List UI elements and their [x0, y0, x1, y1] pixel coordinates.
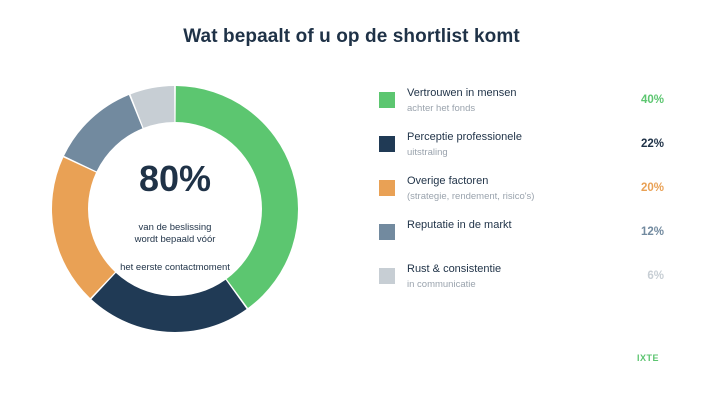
donut-slice — [51, 157, 116, 299]
legend-swatch — [379, 224, 395, 240]
legend-label: Overige factoren — [407, 175, 489, 187]
center-value: 80% — [138, 158, 212, 199]
legend-item: Rust & consistentie in communicatie 6% — [379, 261, 664, 305]
legend-swatch — [379, 136, 395, 152]
legend-item: Perceptie professionele uitstraling 22% — [379, 129, 664, 173]
legend-percentage: 12% — [640, 226, 664, 238]
legend-label: Vertrouwen in mensen — [407, 87, 517, 99]
legend-label: Reputatie in de markt — [407, 219, 512, 231]
legend-item: Overige factoren (strategie, rendement, … — [379, 173, 664, 217]
chart-title: Wat bepaalt of u op de shortlist komt — [183, 26, 520, 47]
brand-logo: IXTE — [637, 353, 660, 363]
donut-slice — [130, 86, 175, 128]
legend-swatch — [379, 180, 395, 196]
legend-sublabel: in communicatie — [407, 279, 476, 290]
legend-sublabel: (strategie, rendement, risico's) — [407, 191, 535, 202]
legend-swatch — [379, 268, 395, 284]
legend-label: Perceptie professionele — [407, 131, 522, 143]
legend-sublabel: uitstraling — [407, 147, 448, 158]
legend-item: Vertrouwen in mensen achter het fonds 40… — [379, 85, 664, 129]
center-subtitle-line-1: van de beslissing — [138, 222, 212, 233]
legend-percentage: 40% — [640, 94, 664, 106]
legend-sublabel: achter het fonds — [407, 103, 476, 114]
legend: Vertrouwen in mensen achter het fonds 40… — [379, 85, 664, 305]
center-subtitle: van de beslissing wordt bepaald vóór — [100, 222, 250, 246]
legend-percentage: 22% — [640, 138, 664, 150]
legend-swatch — [379, 92, 395, 108]
donut-slice — [91, 272, 247, 333]
center-subtitle-line-2: wordt bepaald vóór — [134, 234, 216, 245]
donut-slice — [64, 94, 143, 172]
legend-label: Rust & consistentie — [407, 263, 502, 275]
center-subtitle-line-3: het eerste contactmoment — [120, 262, 230, 273]
legend-item: Reputatie in de markt 12% — [379, 217, 664, 261]
donut-slice — [175, 86, 298, 309]
legend-percentage: 20% — [640, 182, 664, 194]
legend-percentage: 6% — [647, 270, 664, 282]
